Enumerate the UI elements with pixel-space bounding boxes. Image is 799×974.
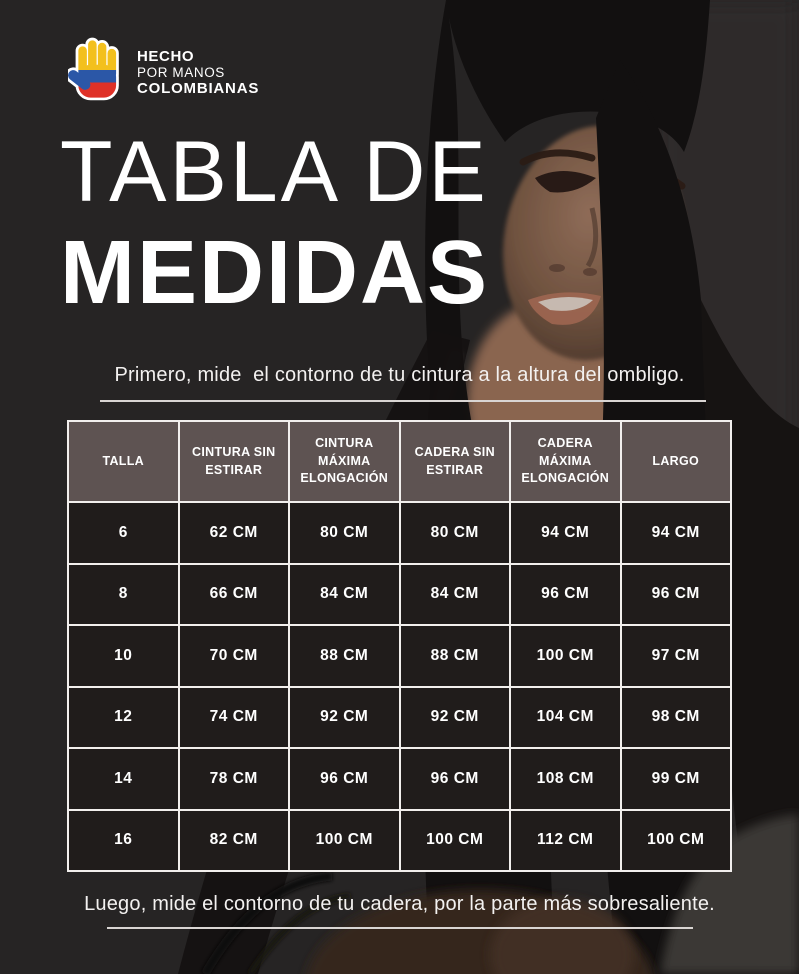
logo-line-colombianas: COLOMBIANAS <box>137 79 260 97</box>
cell-cadera-maxima: 94 CM <box>509 501 622 565</box>
size-chart-table: TALLA CINTURA SIN ESTIRAR CINTURA MÁXIMA… <box>67 420 732 872</box>
table-row-size-8: 8 66 CM 84 CM 84 CM 96 CM 96 CM <box>67 562 732 626</box>
page-title: TABLA DE MEDIDAS <box>60 122 489 324</box>
cell-cintura-sin-estirar: 70 CM <box>177 624 290 688</box>
cell-cadera-maxima: 104 CM <box>509 685 622 749</box>
cell-cadera-maxima: 96 CM <box>509 562 622 626</box>
cell-cintura-sin-estirar: 62 CM <box>177 501 290 565</box>
size-chart-body: 6 62 CM 80 CM 80 CM 94 CM 94 CM 8 66 CM … <box>67 501 732 872</box>
cell-talla: 6 <box>67 501 180 565</box>
logo-line-hecho: HECHO <box>137 47 195 65</box>
instruction-waist: Primero, mide el contorno de tu cintura … <box>114 364 685 386</box>
brand-logo-text: HECHO POR MANOS COLOMBIANAS <box>137 48 259 97</box>
cell-largo: 100 CM <box>619 808 732 872</box>
cell-cintura-maxima: 92 CM <box>288 685 401 749</box>
cell-cintura-sin-estirar: 82 CM <box>177 808 290 872</box>
cell-talla: 8 <box>67 562 180 626</box>
cell-largo: 99 CM <box>619 747 732 811</box>
cell-cintura-maxima: 100 CM <box>288 808 401 872</box>
cell-largo: 96 CM <box>619 562 732 626</box>
cell-cintura-maxima: 88 CM <box>288 624 401 688</box>
cell-cadera-sin-estirar: 84 CM <box>398 562 511 626</box>
logo-line-por-manos: POR MANOS <box>137 64 225 80</box>
instruction-hip-underline <box>107 927 693 929</box>
table-row-size-6: 6 62 CM 80 CM 80 CM 94 CM 94 CM <box>67 501 732 565</box>
table-row-size-10: 10 70 CM 88 CM 88 CM 100 CM 97 CM <box>67 624 732 688</box>
cell-cadera-sin-estirar: 92 CM <box>398 685 511 749</box>
header-cell-cintura-sin-estirar: CINTURA SIN ESTIRAR <box>177 420 290 503</box>
cell-cintura-maxima: 80 CM <box>288 501 401 565</box>
colombian-hand-icon <box>68 37 119 101</box>
cell-largo: 98 CM <box>619 685 732 749</box>
header-cell-cintura-maxima-elongacion: CINTURA MÁXIMA ELONGACIÓN <box>288 420 401 503</box>
table-row-size-14: 14 78 CM 96 CM 96 CM 108 CM 99 CM <box>67 747 732 811</box>
cell-cintura-sin-estirar: 74 CM <box>177 685 290 749</box>
cell-cintura-sin-estirar: 78 CM <box>177 747 290 811</box>
cell-cintura-maxima: 96 CM <box>288 747 401 811</box>
cell-cadera-maxima: 112 CM <box>509 808 622 872</box>
header-row: TALLA CINTURA SIN ESTIRAR CINTURA MÁXIMA… <box>67 420 732 503</box>
cell-cadera-maxima: 100 CM <box>509 624 622 688</box>
cell-cadera-sin-estirar: 80 CM <box>398 501 511 565</box>
cell-cintura-maxima: 84 CM <box>288 562 401 626</box>
table-row-size-12: 12 74 CM 92 CM 92 CM 104 CM 98 CM <box>67 685 732 749</box>
header-cell-talla: TALLA <box>67 420 180 503</box>
cell-largo: 94 CM <box>619 501 732 565</box>
cell-talla: 10 <box>67 624 180 688</box>
cell-talla: 12 <box>67 685 180 749</box>
header-cell-cadera-sin-estirar: CADERA SIN ESTIRAR <box>398 420 511 503</box>
page-title-line1: TABLA DE <box>60 124 489 220</box>
table-row-size-16: 16 82 CM 100 CM 100 CM 112 CM 100 CM <box>67 808 732 872</box>
cell-cadera-sin-estirar: 100 CM <box>398 808 511 872</box>
size-chart-header: TALLA CINTURA SIN ESTIRAR CINTURA MÁXIMA… <box>67 420 732 503</box>
cell-cadera-sin-estirar: 96 CM <box>398 747 511 811</box>
page-title-line2: MEDIDAS <box>60 223 490 323</box>
cell-talla: 14 <box>67 747 180 811</box>
instruction-waist-underline <box>100 400 706 402</box>
header-cell-largo: LARGO <box>619 420 732 503</box>
brand-logo: HECHO POR MANOS COLOMBIANAS <box>68 34 259 110</box>
cell-cadera-sin-estirar: 88 CM <box>398 624 511 688</box>
header-cell-cadera-maxima-elongacion: CADERA MÁXIMA ELONGACIÓN <box>509 420 622 503</box>
instruction-hip: Luego, mide el contorno de tu cadera, po… <box>84 893 715 915</box>
cell-cadera-maxima: 108 CM <box>509 747 622 811</box>
cell-largo: 97 CM <box>619 624 732 688</box>
cell-cintura-sin-estirar: 66 CM <box>177 562 290 626</box>
cell-talla: 16 <box>67 808 180 872</box>
